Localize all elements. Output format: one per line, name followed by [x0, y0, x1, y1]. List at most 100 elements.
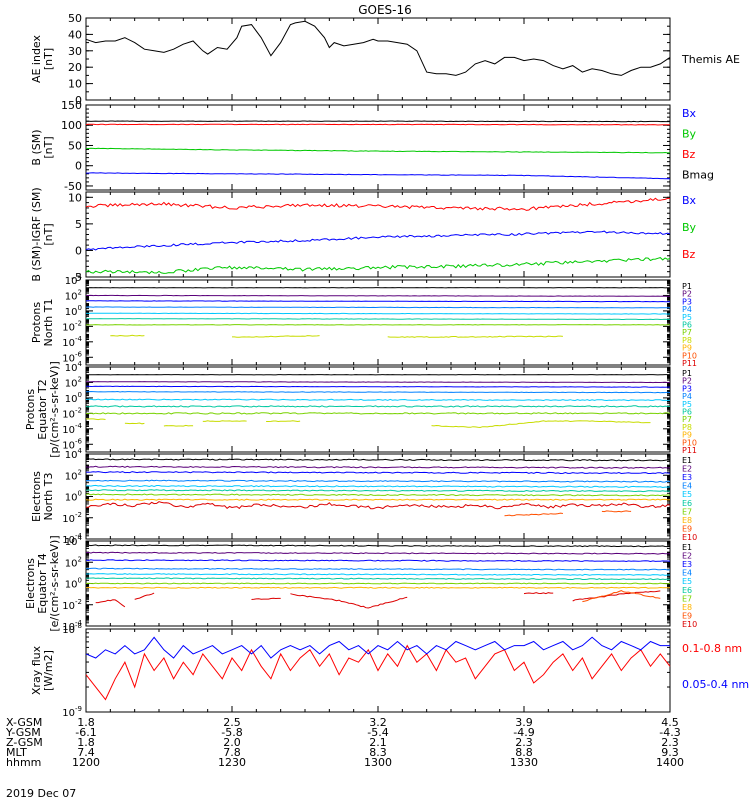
- y-tick-label: 10-2: [62, 511, 82, 525]
- legend-entry: P9: [682, 431, 692, 440]
- y-tick-label-exponent: -9: [75, 705, 82, 713]
- y-tick-label: 0: [75, 244, 82, 257]
- series-bz: [85, 197, 670, 211]
- legend-entry: Bz: [682, 248, 696, 261]
- y-tick-label: 0: [75, 160, 82, 173]
- series-e10: [290, 593, 408, 609]
- series-e5: [85, 484, 671, 489]
- y-tick-label-exponent: -6: [75, 437, 83, 445]
- series-e2: [85, 465, 671, 469]
- y-tick-label: 10-9: [62, 705, 82, 719]
- plot-title: GOES-16: [358, 3, 412, 17]
- y-tick-label: 102: [65, 288, 82, 302]
- series-p8: [202, 420, 247, 422]
- y-axis-label: AE index: [30, 34, 43, 83]
- y-tick-label-exponent: -4: [75, 335, 83, 343]
- legend-entry: E7: [682, 594, 692, 603]
- y-tick-label: 104: [65, 360, 83, 374]
- y-tick-label: 20: [68, 61, 82, 74]
- y-axis-label: Protons: [24, 389, 37, 430]
- series-p8: [163, 424, 194, 427]
- date-label: 2019 Dec 07: [6, 787, 76, 800]
- legend-entry: E9: [682, 611, 692, 620]
- y-tick-label-base: 10: [62, 353, 75, 364]
- legend-entry: P10: [682, 438, 697, 447]
- orbit-value: 8.3: [369, 746, 387, 759]
- orbit-value: 2.3: [515, 736, 533, 749]
- y-tick-label: 100: [65, 490, 82, 504]
- legend-entry: P8: [682, 423, 692, 432]
- y-axis-label: [nT]: [42, 48, 55, 70]
- y-tick-label-exponent: 4: [78, 360, 83, 368]
- legend-entry: P7: [682, 415, 692, 424]
- series-e3: [85, 471, 671, 475]
- legend-entry: E7: [682, 507, 692, 516]
- series-e10: [572, 590, 661, 602]
- legend-entry: P6: [682, 321, 692, 330]
- orbit-value: -5.8: [221, 726, 242, 739]
- orbit-row-label: Z-GSM: [6, 736, 43, 749]
- y-axis-label: [nT]: [42, 223, 55, 245]
- y-tick-label-base: 10: [62, 338, 75, 349]
- legend-entry: P4: [682, 305, 692, 314]
- y-tick-label-base: 10: [62, 409, 75, 420]
- orbit-value: 9.3: [661, 746, 679, 759]
- legend-entry: E1: [682, 456, 692, 465]
- y-tick-label-base: 10: [62, 708, 75, 719]
- series-e1: [85, 544, 671, 548]
- legend-entry: E3: [682, 560, 692, 569]
- series-e3: [85, 559, 671, 563]
- y-tick-label: 10-4: [62, 619, 82, 633]
- y-axis-label: B (SM)-IGRF (SM): [30, 187, 43, 281]
- series-p3: [86, 385, 670, 388]
- series-e10: [95, 599, 126, 608]
- y-tick-label-exponent: -4: [75, 619, 83, 627]
- panel-ae: 0 10 20 30 40 50 AE index [nT] Themis AE: [30, 12, 740, 107]
- y-tick-label-exponent: -6: [75, 350, 83, 358]
- orbit-value: -5.4: [367, 726, 388, 739]
- series-e9: [601, 510, 632, 513]
- y-axis-label: [nT]: [42, 136, 55, 158]
- y-axis-label: North T3: [42, 473, 55, 521]
- y-tick-label-base: 10: [62, 425, 75, 436]
- legend-entry: Themis AE: [681, 53, 740, 66]
- y-tick-label: 10-2: [62, 598, 82, 612]
- series-p5: [85, 312, 671, 315]
- y-tick-label: 100: [65, 391, 82, 405]
- legend-entry: P11: [682, 359, 697, 368]
- y-tick-label: 40: [68, 28, 82, 41]
- y-axis-label: Equator T2: [36, 379, 49, 439]
- orbit-value: 2.0: [223, 736, 241, 749]
- legend-entry: Bx: [682, 194, 697, 207]
- legend-entry: By: [682, 221, 697, 234]
- legend-entry: P7: [682, 328, 692, 337]
- legend-entry: P4: [682, 392, 692, 401]
- y-tick-label-exponent: 2: [78, 468, 82, 476]
- legend-entry: E8: [682, 603, 692, 612]
- series-e10: [523, 592, 554, 595]
- series-e4: [86, 479, 671, 483]
- legend-entry: P5: [682, 400, 692, 409]
- orbit-value: 1200: [72, 756, 100, 769]
- orbit-value: 3.9: [515, 716, 533, 729]
- y-tick-label-base: 10: [65, 378, 78, 389]
- legend-entry: P5: [682, 313, 692, 322]
- legend-entry: E5: [682, 490, 692, 499]
- legend-entry: Bmag: [682, 169, 714, 182]
- y-tick-label-base: 10: [62, 601, 75, 612]
- y-tick-label-base: 10: [65, 307, 78, 318]
- legend-entry: E10: [682, 533, 697, 542]
- y-tick-label: 104: [65, 273, 83, 287]
- orbit-value: 1.8: [77, 736, 95, 749]
- y-tick-label-exponent: -2: [75, 406, 82, 414]
- y-tick-label: 104: [65, 447, 83, 461]
- legend-entry: P11: [682, 446, 697, 455]
- series-e2: [85, 551, 670, 555]
- series-e8: [85, 586, 670, 589]
- y-axis-label: B (SM): [30, 129, 43, 165]
- legend-entry: P3: [682, 297, 692, 306]
- orbit-value: -4.3: [659, 726, 680, 739]
- series-e10: [134, 592, 155, 600]
- y-tick-label-exponent: 2: [78, 555, 82, 563]
- legend-entry: P6: [682, 408, 692, 417]
